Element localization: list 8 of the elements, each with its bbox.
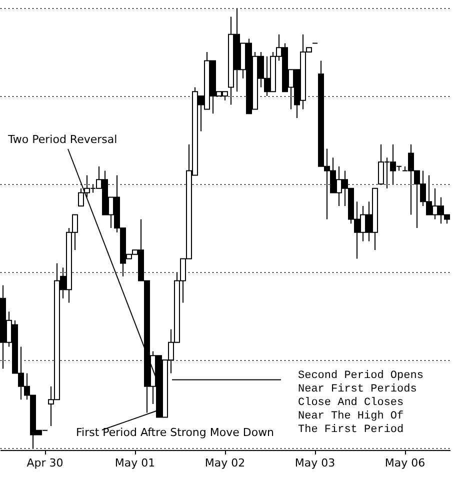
x-tick-label: Apr 30 bbox=[26, 456, 64, 470]
annotation: Second Period Opens Near First Periods Close And Closes Near The High Of The First Period bbox=[298, 370, 424, 436]
x-tick-label: May 06 bbox=[384, 456, 426, 470]
x-tick-label: May 03 bbox=[294, 456, 336, 470]
x-tick-label: May 01 bbox=[114, 456, 156, 470]
annotation: Two Period Reversal bbox=[7, 133, 118, 146]
annotation: First Period Aftre Strong Move Down bbox=[76, 426, 274, 439]
x-tick-label: May 02 bbox=[204, 456, 246, 470]
